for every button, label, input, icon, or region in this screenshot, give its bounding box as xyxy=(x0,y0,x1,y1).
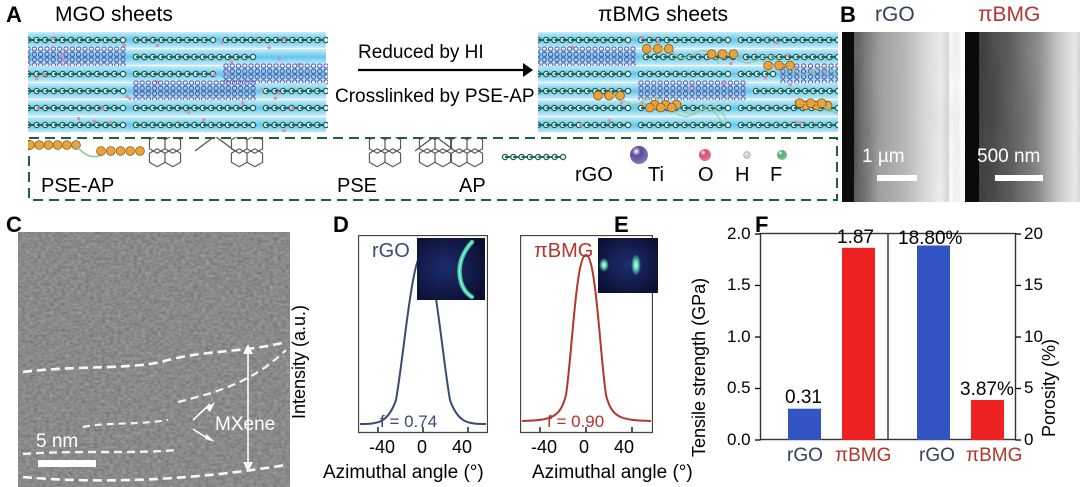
svg-text:18.80%: 18.80% xyxy=(898,228,963,249)
svg-text:2.0: 2.0 xyxy=(727,224,751,243)
svg-text:0.0: 0.0 xyxy=(727,430,751,449)
svg-text:πBMG: πBMG xyxy=(835,445,891,466)
svg-text:5: 5 xyxy=(1024,378,1033,397)
svg-text:f = 0.90: f = 0.90 xyxy=(547,412,604,431)
svg-text:1.87: 1.87 xyxy=(837,227,874,248)
svg-text:1 µm: 1 µm xyxy=(862,146,905,167)
svg-text:20: 20 xyxy=(1024,224,1043,243)
svg-text:0.31: 0.31 xyxy=(785,387,822,408)
svg-text:10: 10 xyxy=(1024,327,1043,346)
svg-text:rGO: rGO xyxy=(787,445,823,466)
svg-text:0: 0 xyxy=(1024,430,1033,449)
svg-text:1.0: 1.0 xyxy=(727,327,751,346)
svg-text:15: 15 xyxy=(1024,275,1043,294)
svg-text:rGO: rGO xyxy=(919,445,955,466)
svg-text:f = 0.74: f = 0.74 xyxy=(380,412,437,431)
svg-text:0.5: 0.5 xyxy=(727,378,751,397)
svg-text:1.5: 1.5 xyxy=(727,275,751,294)
svg-text:500 nm: 500 nm xyxy=(977,146,1040,167)
svg-text:3.87%: 3.87% xyxy=(960,379,1014,400)
svg-text:MXene: MXene xyxy=(215,414,275,435)
svg-text:5 nm: 5 nm xyxy=(36,431,78,452)
svg-text:πBMG: πBMG xyxy=(966,445,1022,466)
